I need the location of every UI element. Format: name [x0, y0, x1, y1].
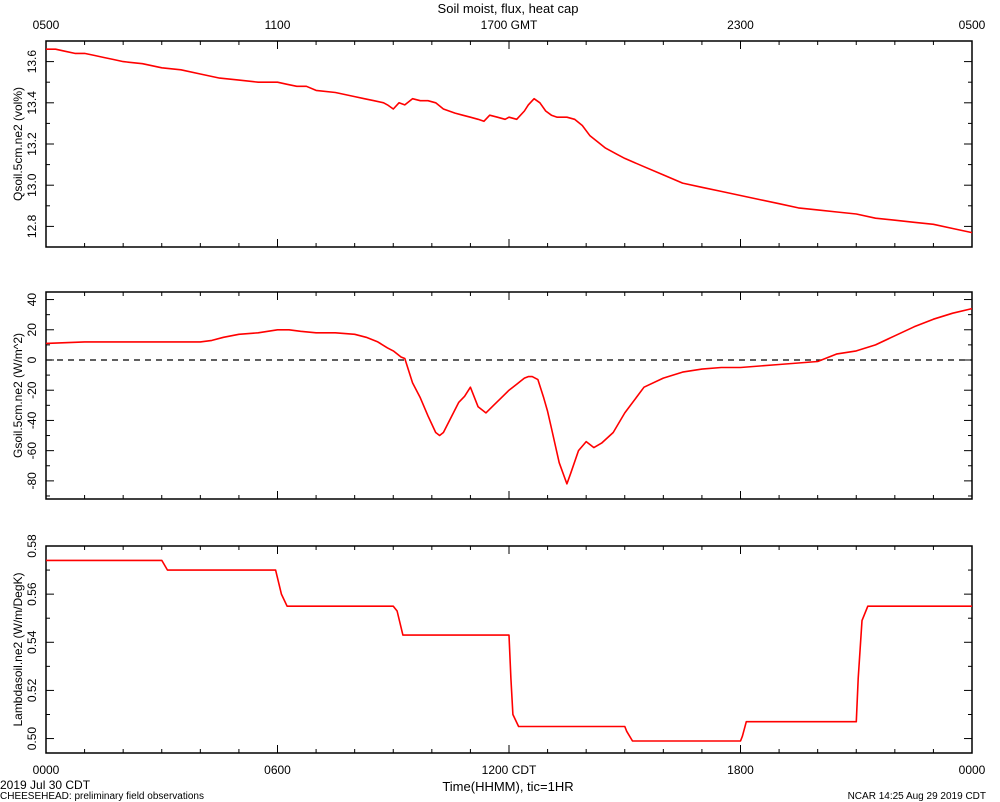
series-line — [45, 307, 973, 485]
y-tick-label: 0.54 — [25, 630, 39, 654]
project-label: CHEESEHEAD: preliminary field observatio… — [0, 791, 204, 802]
y-tick-label: 20 — [25, 323, 39, 337]
bottom-axis-tick-label: 0000 — [959, 763, 986, 777]
y-tick-label: 13.4 — [25, 91, 39, 115]
top-axis-tick-label: 1700 GMT — [481, 18, 538, 32]
top-axis-tick-label: 0500 — [33, 18, 60, 32]
y-tick-label: 0.56 — [25, 582, 39, 606]
y-tick-label: 12.8 — [25, 214, 39, 238]
y-tick-label: 40 — [25, 293, 39, 307]
bottom-time-axis: 0000 0600 1200 CDT 1800 0000 — [33, 763, 986, 777]
y-tick-label: 13.0 — [25, 173, 39, 197]
y-tick-label: -20 — [25, 381, 39, 399]
y-tick-label: -80 — [25, 472, 39, 490]
x-axis-label: Time(HHMM), tic=1HR — [442, 779, 573, 794]
series-line — [46, 48, 973, 234]
y-axis-label: Lambdasoil.ne2 (W/m/DegK) — [11, 572, 25, 726]
date-label: 2019 Jul 30 CDT — [0, 778, 91, 792]
y-tick-label: 0.52 — [25, 678, 39, 702]
soil-heat-flux-panel: -80 -60 -40 -20 0 20 40 Gsoil.5cm.ne2 (W/m^2) — [11, 291, 973, 500]
y-tick-label: 0.50 — [25, 727, 39, 751]
top-axis-tick-label: 0500 — [959, 18, 986, 32]
panel-frame — [45, 40, 973, 248]
top-time-axis: 0500 1100 1700 GMT 2300 0500 — [33, 18, 986, 32]
panel-frame — [45, 291, 973, 500]
y-tick-label: 13.6 — [25, 50, 39, 74]
y-tick-label: -40 — [25, 411, 39, 429]
y-tick-label: 0.58 — [25, 534, 39, 558]
y-axis-label: Qsoil.5cm.ne2 (vol%) — [11, 87, 25, 201]
series-line — [46, 559, 972, 742]
top-axis-tick-label: 1100 — [265, 18, 291, 32]
bottom-axis-tick-label: 1200 CDT — [482, 763, 537, 777]
y-tick-label: -60 — [25, 442, 39, 460]
credit-label: NCAR 14:25 Aug 29 2019 CDT — [847, 791, 986, 802]
y-tick-label: 13.2 — [25, 132, 39, 156]
bottom-axis-tick-label: 0000 — [33, 763, 60, 777]
y-tick-label: 0 — [25, 356, 39, 363]
top-axis-tick-label: 2300 — [727, 18, 754, 32]
chart-title: Soil moist, flux, heat cap — [438, 1, 579, 16]
y-axis-label: Gsoil.5cm.ne2 (W/m^2) — [11, 333, 25, 458]
bottom-axis-tick-label: 1800 — [727, 763, 754, 777]
bottom-axis-tick-label: 0600 — [264, 763, 291, 777]
